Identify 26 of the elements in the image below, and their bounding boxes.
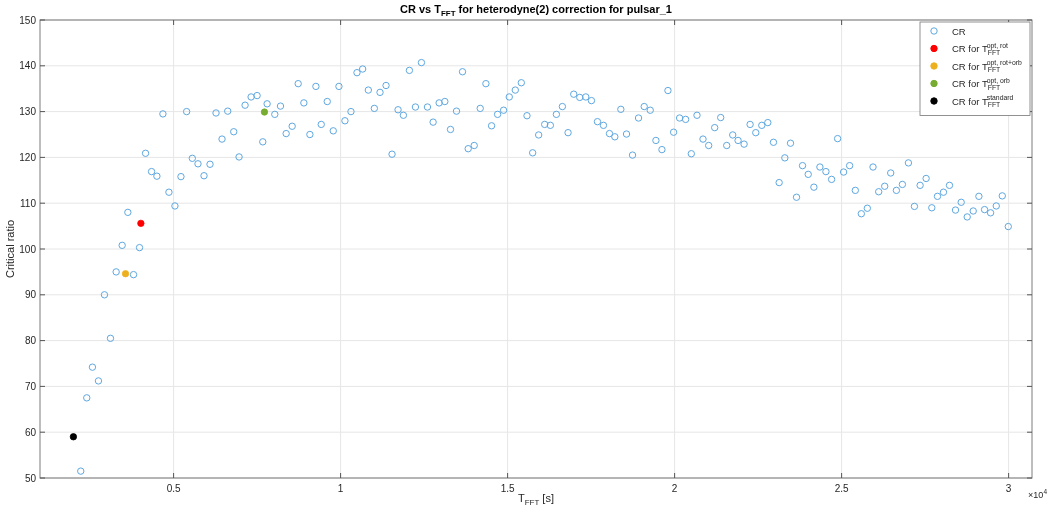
y-tick-label: 50	[24, 472, 37, 484]
y-axis-title: Critical ratio	[4, 219, 16, 279]
y-tick-label: 150	[19, 14, 37, 26]
point	[69, 433, 77, 441]
y-tick-label: 100	[19, 243, 37, 255]
point	[260, 108, 269, 116]
y-tick-label: 70	[24, 380, 37, 392]
x-axis-title: T$_{FFT}$ [s]	[518, 492, 554, 506]
x-tick-label: 0.5	[166, 483, 181, 494]
y-tick-label: 60	[24, 426, 37, 438]
point	[121, 270, 130, 278]
y-tick-label: 140	[19, 60, 37, 72]
x-tick-label: 1.5	[500, 483, 515, 494]
legend-label: CR	[952, 25, 966, 37]
y-tick-label: 120	[19, 151, 37, 163]
point	[137, 219, 145, 227]
y-tick-label: 80	[24, 335, 37, 347]
y-tick-label: 90	[24, 289, 37, 301]
chart-title: CR vs T$_{FFT}$ for heterodyne(2) correction for pulsar_1	[400, 3, 672, 19]
y-tick-label: 130	[19, 106, 37, 118]
text: ×10$^{4}$	[1028, 487, 1048, 500]
x-tick-label: 2	[671, 483, 678, 494]
y-tick-label: 110	[20, 197, 37, 209]
x-tick-label: 3	[1005, 483, 1012, 494]
x-tick-label: 1	[337, 483, 344, 494]
x-tick-label: 2.5	[834, 483, 849, 494]
